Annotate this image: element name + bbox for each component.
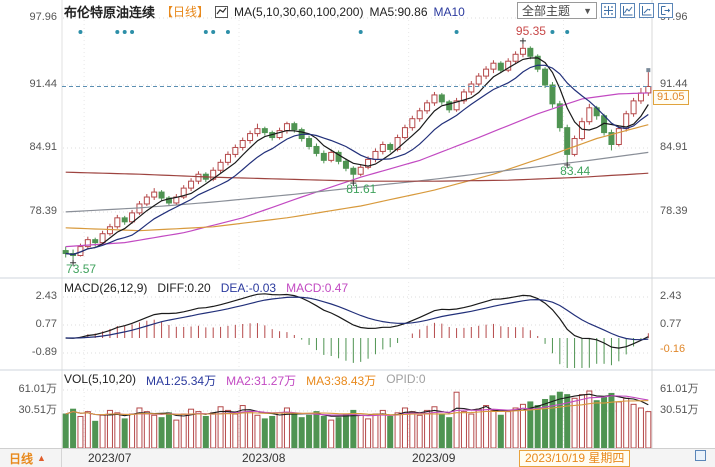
- price-axis-label: 78.39: [29, 205, 57, 217]
- macd-axis-label: 0.77: [35, 318, 57, 330]
- crosshair-icon: [604, 6, 613, 15]
- month-label-sep: 2023/09: [412, 451, 456, 465]
- last-price-badge: 91.05: [653, 90, 689, 105]
- macd-axis-label: -0.89: [31, 346, 57, 358]
- header-controls: 全部主题 ▼: [517, 2, 673, 19]
- ma-group-label: MA(5,10,30,60,100,200): [234, 4, 364, 19]
- event-dot-icon[interactable]: [203, 30, 208, 34]
- macd-axis-label: -0.16: [660, 343, 686, 355]
- trend-pane-icon: [642, 6, 652, 16]
- event-dot-icon[interactable]: [115, 30, 120, 34]
- high-price-label: 95.35: [516, 24, 546, 38]
- vol-pane-header: VOL(5,10,20) MA1:25.34万 MA2:31.27万 MA3:3…: [64, 372, 426, 389]
- event-dot-icon[interactable]: [130, 30, 135, 34]
- period-tag: 【日线】: [161, 5, 210, 19]
- volume-axis-label: 30.51万: [660, 404, 699, 416]
- month-label-aug: 2023/08: [242, 451, 286, 465]
- scroll-right-icon[interactable]: [695, 450, 706, 461]
- indicator-pane-icon: [623, 6, 633, 16]
- volume-axis-label: 30.51万: [18, 404, 57, 416]
- vol-formula: VOL(5,10,20): [64, 372, 137, 386]
- low-price-label: 73.57: [66, 262, 96, 276]
- event-dot-icon[interactable]: [225, 30, 230, 34]
- vol-ma1-value: MA1:25.34万: [146, 374, 217, 388]
- exit-pane-button[interactable]: [658, 3, 673, 18]
- event-dot-icon[interactable]: [211, 30, 216, 34]
- theme-dropdown-label: 全部主题: [522, 4, 571, 18]
- period-selector[interactable]: 日线 ▲: [0, 449, 62, 467]
- macd-dea-value: DEA:-0.03: [220, 281, 277, 295]
- macd-axis-label: 2.43: [35, 290, 57, 302]
- instrument-title: 布伦特原油连续: [64, 5, 156, 20]
- period-label: 日线: [9, 451, 34, 466]
- opid-value: OPID:0: [386, 372, 426, 386]
- macd-diff-value: DIFF:0.20: [157, 281, 211, 295]
- exit-pane-icon: [661, 6, 671, 15]
- vol-ma3-value: MA3:38.43万: [306, 374, 377, 388]
- volume-axis-label: 61.01万: [660, 383, 699, 395]
- current-date-label: 2023/10/19 星期四: [519, 450, 631, 467]
- theme-dropdown[interactable]: 全部主题 ▼: [517, 2, 597, 19]
- low-price-label: 81.61: [346, 182, 376, 196]
- macd-axis-label: 0.77: [660, 318, 682, 330]
- trend-pane-button[interactable]: [639, 3, 654, 18]
- price-axis-label: 78.39: [660, 205, 688, 217]
- macd-pane-header: MACD(26,12,9) DIFF:0.20 DEA:-0.03 MACD:0…: [64, 281, 348, 295]
- event-dot-icon[interactable]: [122, 30, 127, 34]
- crosshair-button[interactable]: [601, 3, 616, 18]
- price-axis-label: 84.91: [29, 141, 57, 153]
- low-price-label: 83.44: [560, 164, 590, 178]
- event-dot-icon[interactable]: [78, 30, 83, 34]
- event-dot-icon[interactable]: [565, 30, 570, 34]
- ma-indicator-icon: [215, 5, 229, 18]
- macd-value: MACD:0.47: [286, 281, 349, 295]
- indicator-pane-button[interactable]: [620, 3, 635, 18]
- month-label-jul: 2023/07: [88, 451, 132, 465]
- ma5-value: MA5:90.86: [369, 4, 428, 19]
- price-axis-label: 91.44: [660, 78, 688, 90]
- period-arrow-icon: ▲: [37, 453, 46, 463]
- ma10-label: MA10: [433, 4, 465, 19]
- chart-header: 布伦特原油连续 【日线】 MA(5,10,30,60,100,200) MA5:…: [64, 2, 465, 21]
- price-axis-label: 91.44: [29, 78, 57, 90]
- price-axis-label: 97.96: [29, 11, 57, 23]
- chevron-down-icon: ▼: [583, 5, 592, 16]
- event-dot-icon[interactable]: [358, 30, 363, 34]
- event-dot-icon[interactable]: [454, 30, 459, 34]
- volume-axis-label: 61.01万: [18, 383, 57, 395]
- event-dot-icon[interactable]: [550, 30, 555, 34]
- macd-formula: MACD(26,12,9): [64, 281, 148, 295]
- time-axis-bar: 日线 ▲ 2023/07 2023/08 2023/09 2023/10/19 …: [0, 448, 715, 467]
- macd-axis-label: 2.43: [660, 290, 682, 302]
- vol-ma2-value: MA2:31.27万: [226, 374, 297, 388]
- price-axis-label: 84.91: [660, 141, 688, 153]
